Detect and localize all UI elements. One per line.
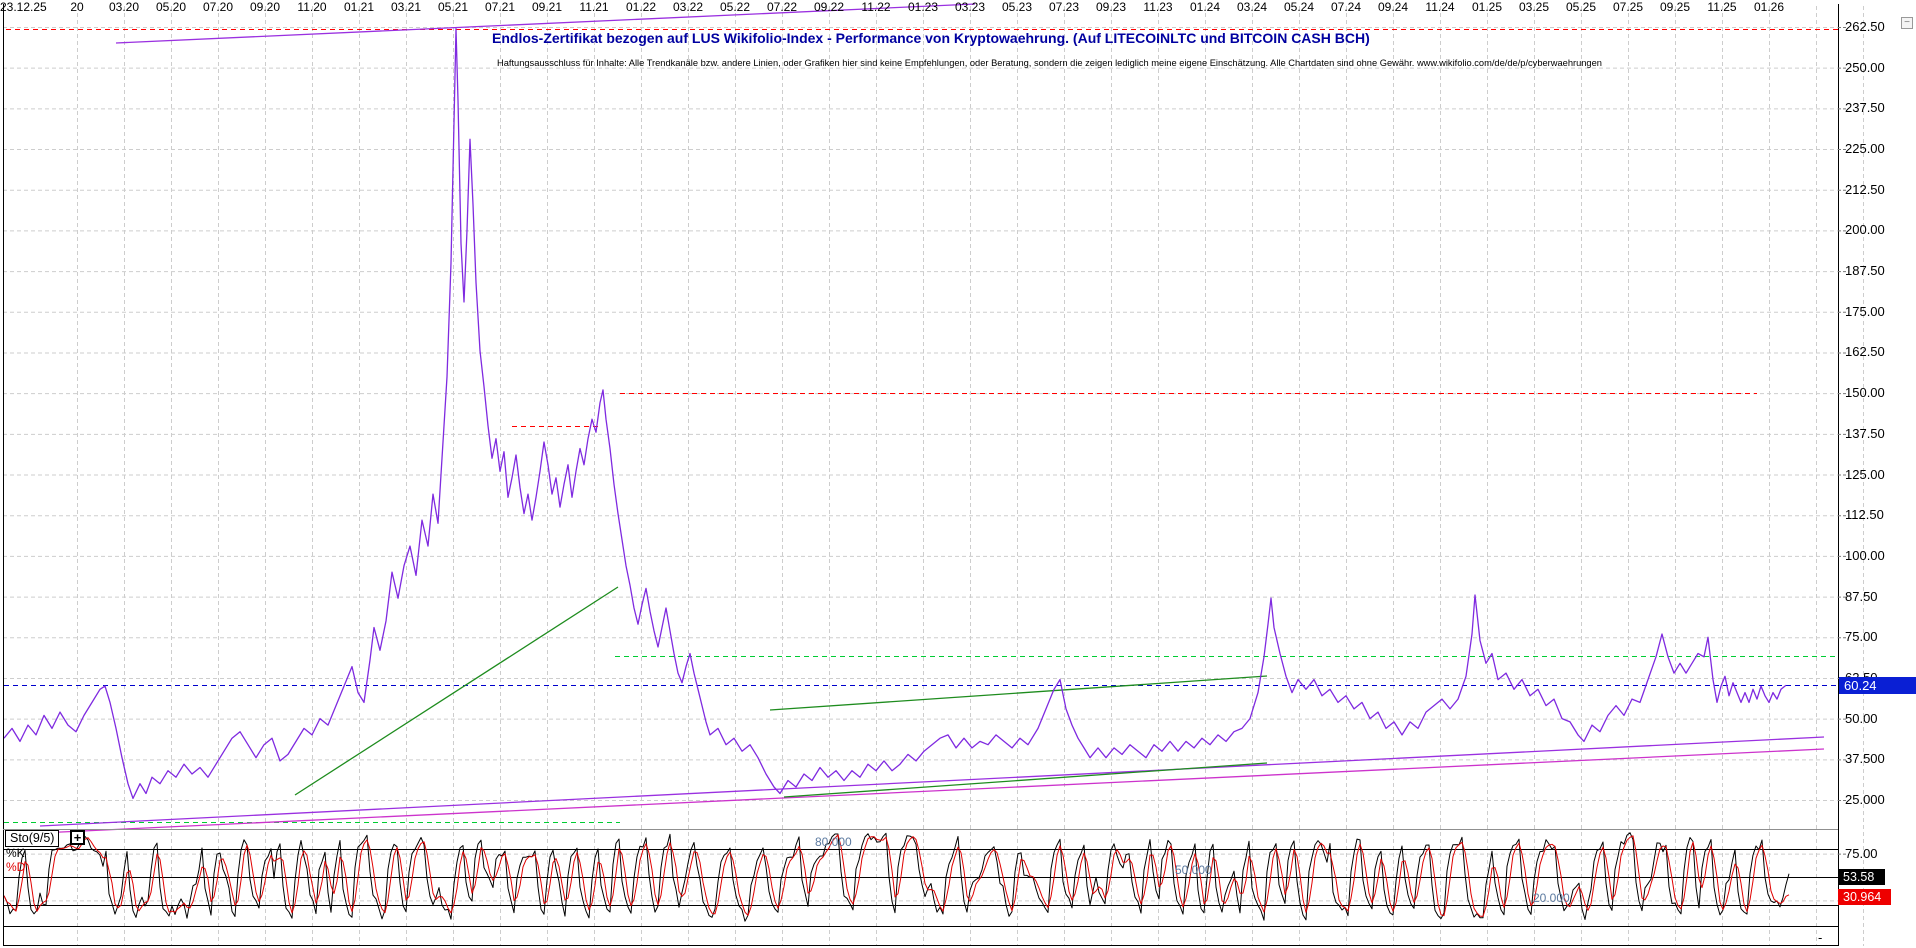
green-mid-upper [769,675,1268,711]
stochastic-indicator-label[interactable]: Sto(9/5) [5,830,60,847]
price-line [3,27,1787,800]
current-price-badge: 60.24 [1839,677,1916,694]
collapse-panel-button[interactable]: − [1901,17,1913,29]
stoch-k-value-badge: 53.58 [1838,869,1885,885]
upper-channel-purple [115,3,976,44]
stoch-k-label: %K [6,846,25,860]
stoch-d-value-badge: 30.964 [1838,889,1891,905]
stoch-k-line [3,832,1790,922]
add-indicator-button[interactable]: + [70,830,85,845]
lower-channel-magenta [39,748,1825,834]
stoch-d-line [3,834,1790,917]
green-mid-lower [783,762,1268,798]
green-uptrend [294,586,619,796]
chart-title: Endlos-Zertifikat bezogen auf LUS Wikifo… [492,30,1370,46]
lower-channel-purple [39,736,1825,827]
stoch-d-label: %D [6,860,26,874]
axis-zoom-out-button[interactable]: - [1818,930,1823,945]
disclaimer-text: Haftungsausschluss für Inhalte: Alle Tre… [497,58,1602,68]
